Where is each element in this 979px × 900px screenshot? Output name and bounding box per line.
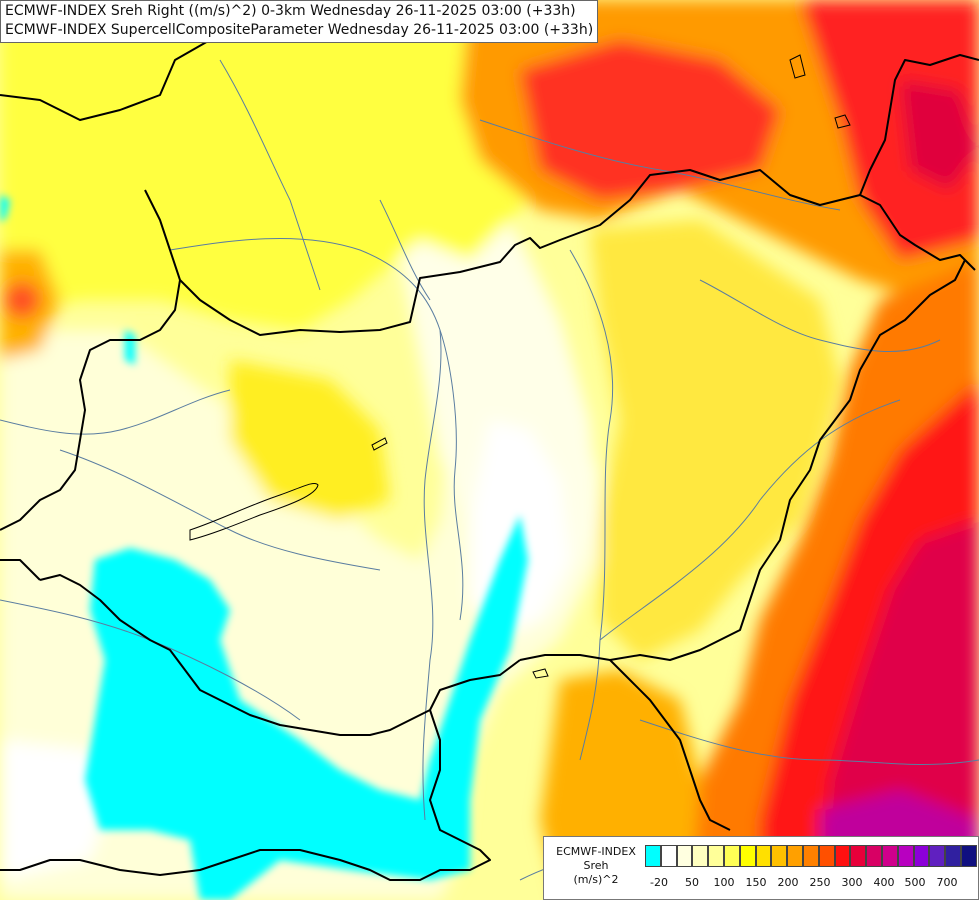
- yellow-north: [0, 0, 560, 330]
- legend-tick-label: 250: [809, 876, 831, 889]
- border-cz-sk: [144, 169, 976, 336]
- border-west: [0, 279, 181, 531]
- white-patch-south: [0, 740, 110, 880]
- legend-param: Sreh: [583, 859, 609, 872]
- legend-tick-label: 100: [713, 876, 735, 889]
- lakes: [189, 54, 851, 679]
- legend-ticks: -20 50 100 150 200 250 300 400 500 700: [645, 876, 975, 890]
- border-south: [39, 574, 521, 736]
- lake-small-3: [834, 114, 851, 129]
- legend-swatch: [708, 845, 724, 867]
- legend-swatch: [739, 845, 756, 867]
- legend-swatch: [692, 845, 709, 867]
- legend-swatch: [945, 845, 961, 867]
- color-legend: ECMWF-INDEX Sreh (m/s)^2 -20 50 100 150 200 2…: [543, 836, 979, 900]
- legend-tick-label: -20: [650, 876, 668, 889]
- yellow-west-band: [230, 360, 390, 520]
- negative-srh-area: [0, 195, 528, 900]
- legend-source: ECMWF-INDEX: [556, 845, 636, 858]
- border-east-2: [859, 54, 979, 196]
- legend-swatch: [755, 845, 772, 867]
- title-sreh: ECMWF-INDEX Sreh Right ((m/s)^2) 0-3km W…: [5, 3, 576, 19]
- legend-swatch: [645, 845, 661, 867]
- lake-small-2: [789, 54, 806, 79]
- legend-tick-label: 200: [777, 876, 799, 889]
- legend-tick-label: 700: [936, 876, 958, 889]
- lake-small-4: [532, 668, 549, 679]
- legend-swatch: [960, 845, 977, 867]
- legend-swatch: [787, 845, 803, 867]
- lake-small-1: [371, 437, 388, 451]
- legend-tick-label: 50: [685, 876, 699, 889]
- red-west-blob: [4, 282, 40, 318]
- legend-swatch: [771, 845, 788, 867]
- legend-swatch: [723, 845, 740, 867]
- border-southwest: [0, 559, 41, 581]
- legend-unit: (m/s)^2: [573, 873, 619, 886]
- legend-swatch: [676, 845, 693, 867]
- legend-swatch: [866, 845, 882, 867]
- border-east: [519, 259, 966, 661]
- legend-tick-label: 300: [841, 876, 863, 889]
- legend-swatch: [913, 845, 930, 867]
- yellow-east-band: [590, 220, 840, 660]
- lake-balaton: [189, 482, 319, 541]
- legend-swatch: [834, 845, 851, 867]
- legend-swatch: [929, 845, 946, 867]
- red-north-core: [520, 40, 780, 200]
- red-northeast: [800, 0, 979, 260]
- legend-swatch: [850, 845, 867, 867]
- legend-swatch: [802, 845, 819, 867]
- legend-swatch: [660, 845, 677, 867]
- legend-swatches: [645, 845, 977, 867]
- legend-tick-label: 500: [904, 876, 926, 889]
- legend-label: ECMWF-INDEX Sreh (m/s)^2: [550, 845, 642, 887]
- legend-swatch: [881, 845, 898, 867]
- border-south-east: [609, 659, 731, 831]
- map-title-box: ECMWF-INDEX Sreh Right ((m/s)^2) 0-3km W…: [0, 0, 599, 43]
- legend-tick-label: 400: [873, 876, 895, 889]
- legend-swatch: [897, 845, 914, 867]
- legend-swatch: [818, 845, 835, 867]
- border-serbia: [0, 709, 491, 881]
- crimson-northeast: [900, 80, 979, 190]
- title-scp: ECMWF-INDEX SupercellCompositeParameter …: [5, 22, 594, 38]
- legend-tick-label: 150: [745, 876, 767, 889]
